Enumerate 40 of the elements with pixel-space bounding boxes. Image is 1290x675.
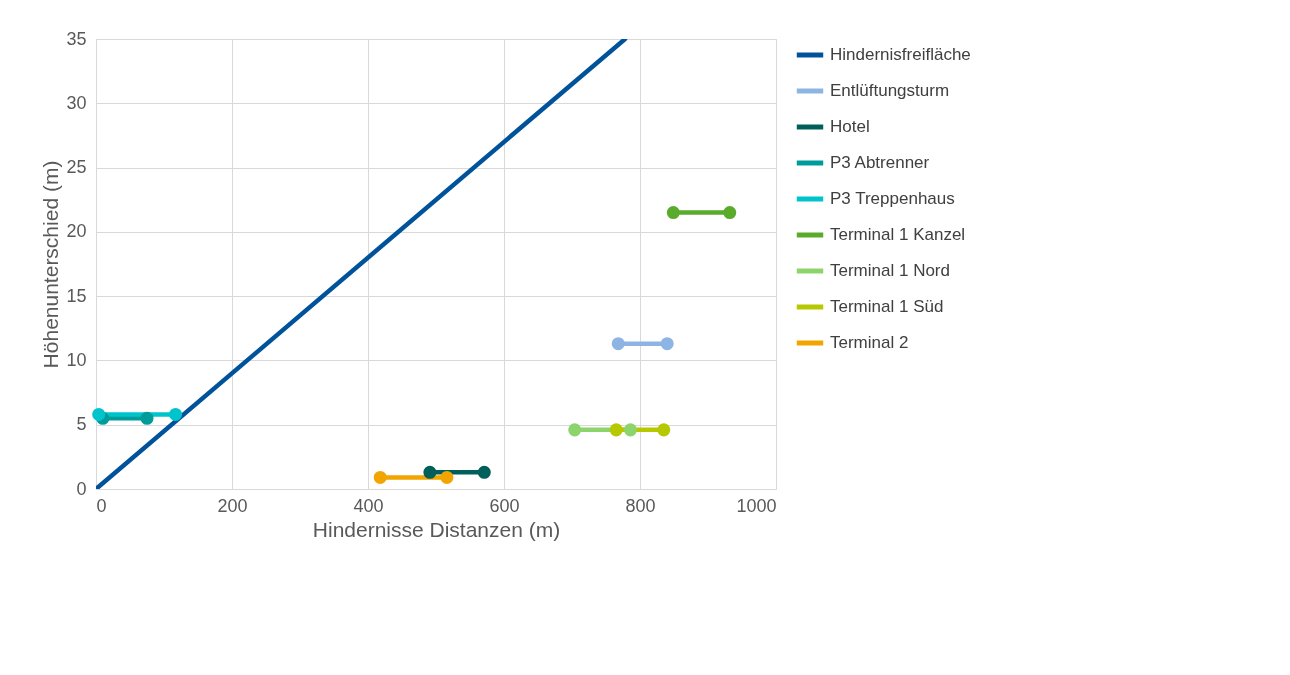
y-tick-label: 25	[66, 157, 87, 178]
legend-label: Terminal 1 Süd	[830, 297, 944, 316]
y-tick-label: 30	[66, 92, 87, 113]
x-tick-label: 200	[217, 495, 248, 516]
point	[440, 470, 454, 484]
point	[723, 206, 737, 220]
x-tick-label: 800	[625, 495, 656, 516]
point	[666, 206, 680, 220]
legend-label: Terminal 1 Nord	[830, 261, 950, 280]
y-tick-label: 5	[76, 414, 87, 435]
point	[568, 423, 582, 437]
point	[657, 423, 671, 437]
x-tick-label: 400	[353, 495, 384, 516]
y-tick-label: 20	[66, 221, 87, 242]
point	[169, 407, 183, 421]
y-axis-title: Höhenunterschied (m)	[39, 160, 63, 369]
x-tick-label: 0	[96, 495, 107, 516]
legend-label: Hotel	[830, 117, 870, 136]
y-tick-label: 15	[66, 285, 87, 306]
point	[660, 337, 674, 351]
x-tick-label: 1000	[736, 495, 777, 516]
legend-label: P3 Abtrenner	[830, 153, 930, 172]
point	[623, 423, 637, 437]
x-axis-title: Hindernisse Distanzen (m)	[312, 517, 561, 541]
point	[611, 337, 625, 351]
point	[140, 411, 154, 425]
point	[477, 465, 491, 479]
y-tick-label: 0	[76, 478, 87, 499]
point	[609, 423, 623, 437]
y-tick-label: 35	[66, 28, 87, 49]
point	[92, 407, 106, 421]
legend-label: Entlüftungsturm	[830, 81, 950, 100]
point	[373, 470, 387, 484]
legend-label: P3 Treppenhaus	[830, 189, 955, 208]
legend-label: Hindernisfreifläche	[830, 45, 971, 64]
point	[423, 465, 437, 479]
legend-label: Terminal 2	[830, 333, 909, 352]
x-tick-label: 600	[489, 495, 520, 516]
legend-label: Terminal 1 Kanzel	[830, 225, 966, 244]
y-tick-label: 10	[66, 349, 87, 370]
